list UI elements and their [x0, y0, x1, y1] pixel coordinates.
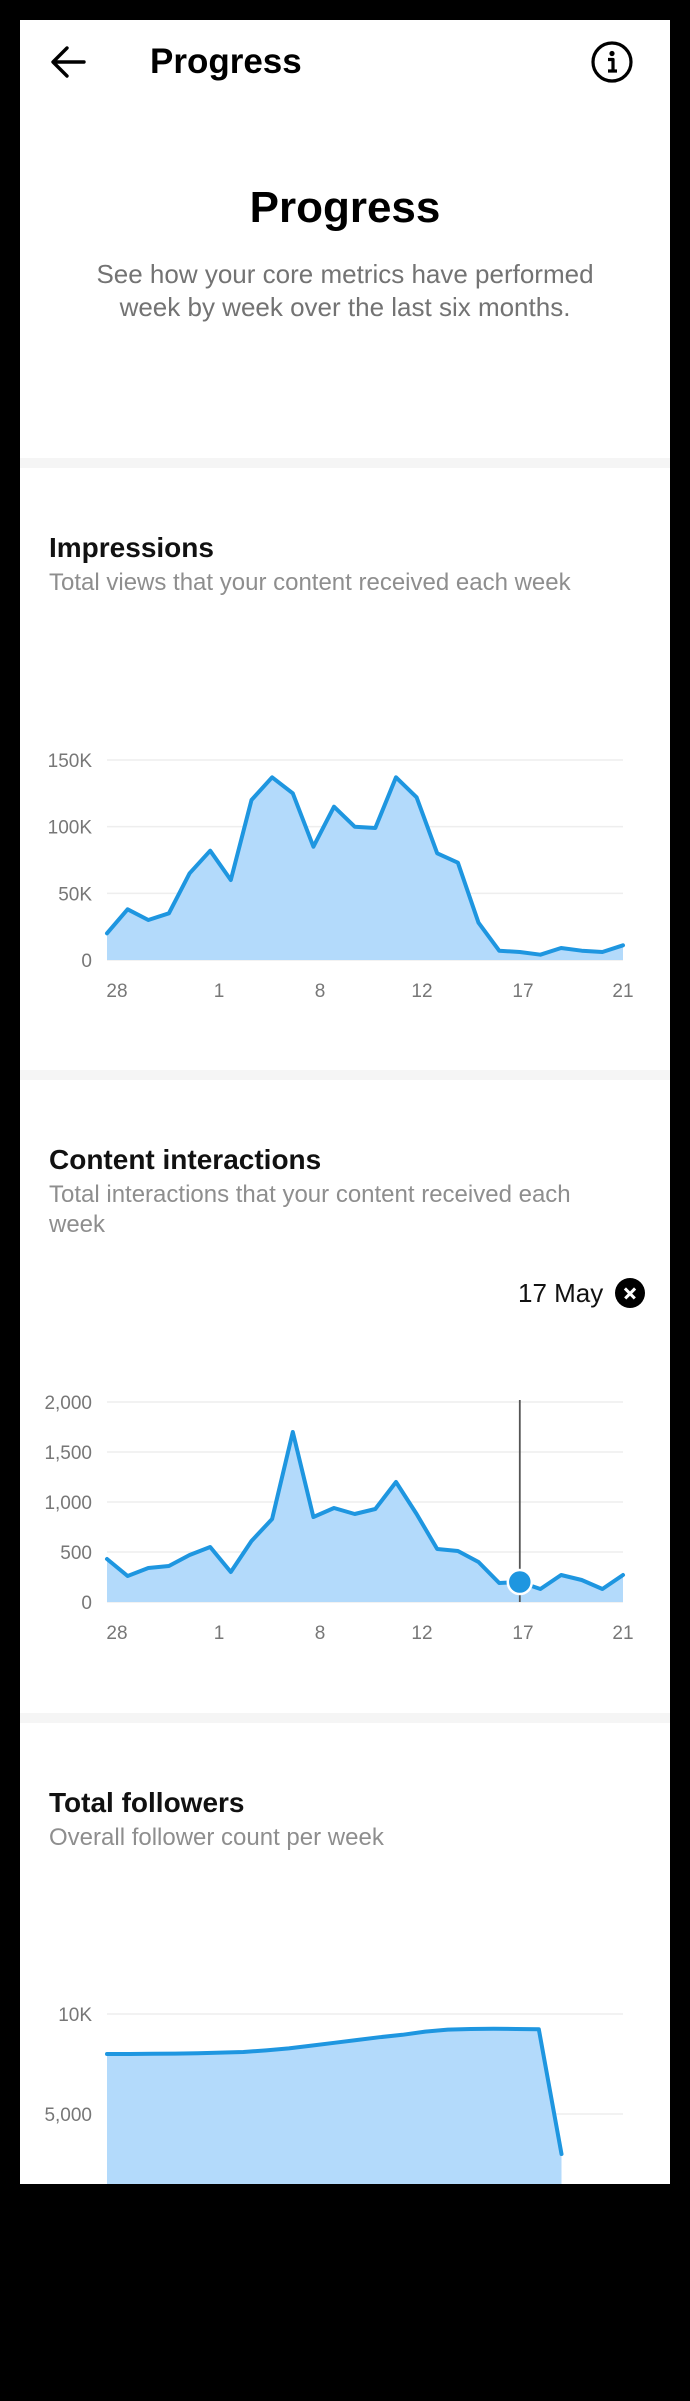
- y-tick-label: 0: [81, 1593, 92, 1614]
- y-tick-label: 10K: [58, 2005, 92, 2026]
- page-description: See how your core metrics have performed…: [96, 259, 594, 322]
- info-icon[interactable]: [590, 40, 634, 84]
- y-tick-label: 5,000: [44, 2105, 92, 2126]
- y-tick-label: 0: [81, 951, 92, 972]
- x-tick-label: 17: [512, 1623, 533, 1644]
- interactions-title: Content interactions: [49, 1144, 322, 1175]
- x-tick-label: 28: [106, 981, 127, 1002]
- y-tick-label: 100K: [48, 818, 93, 839]
- top-bar-title: Progress: [150, 42, 302, 81]
- x-tick-label: 12: [411, 1623, 432, 1644]
- selected-point: [506, 1568, 534, 1596]
- series-area: [107, 2028, 562, 2184]
- x-tick-label: 21: [612, 981, 633, 1002]
- x-tick-label: 12: [411, 981, 432, 1002]
- y-tick-label: 50K: [58, 884, 92, 905]
- top-bar: Progress: [20, 20, 670, 100]
- arrow-left-icon[interactable]: [48, 42, 88, 82]
- interactions-description: Total interactions that your content rec…: [49, 1181, 571, 1238]
- section-divider: [20, 1070, 670, 1080]
- series-area: [107, 1432, 623, 1602]
- x-tick-label: 17: [512, 981, 533, 1002]
- section-divider: [20, 458, 670, 468]
- y-tick-label: 2,000: [44, 1393, 92, 1414]
- impressions-chart[interactable]: 0 50K 100K 150K 28 1 8 12 17 21: [20, 730, 670, 1010]
- y-tick-label: 150K: [48, 751, 93, 772]
- x-tick-label: 8: [315, 981, 326, 1002]
- close-icon[interactable]: [615, 1278, 646, 1308]
- y-tick-label: 1,000: [44, 1493, 92, 1514]
- x-tick-label: 1: [214, 981, 225, 1002]
- x-tick-label: 21: [612, 1623, 633, 1644]
- x-tick-label: 8: [315, 1623, 326, 1644]
- page-title: Progress: [249, 183, 441, 232]
- x-tick-label: 28: [106, 1623, 127, 1644]
- series-line: [105, 775, 625, 957]
- followers-title: Total followers: [49, 1787, 245, 1818]
- followers-description: Overall follower count per week: [49, 1824, 384, 1851]
- impressions-title: Impressions: [49, 532, 214, 563]
- series-line: [105, 2026, 564, 2156]
- impressions-description: Total views that your content received e…: [49, 569, 571, 596]
- section-divider: [20, 1713, 670, 1723]
- selected-date-chip[interactable]: 17 May: [518, 1275, 646, 1311]
- selected-date-label: 17 May: [518, 1277, 604, 1308]
- interactions-chart[interactable]: 0 500 1,000 1,500 2,000 28 1 8 12 17 21: [20, 1372, 670, 1652]
- x-tick-label: 1: [214, 1623, 225, 1644]
- hero: Progress See how your core metrics have …: [20, 180, 670, 324]
- y-tick-label: 500: [60, 1543, 92, 1564]
- followers-chart[interactable]: 5,000 10K: [20, 1974, 670, 2184]
- series-line: [105, 1430, 625, 1591]
- series-area: [107, 777, 623, 960]
- y-tick-label: 1,500: [44, 1443, 92, 1464]
- screen: Progress Progress See how your core metr…: [20, 20, 670, 2184]
